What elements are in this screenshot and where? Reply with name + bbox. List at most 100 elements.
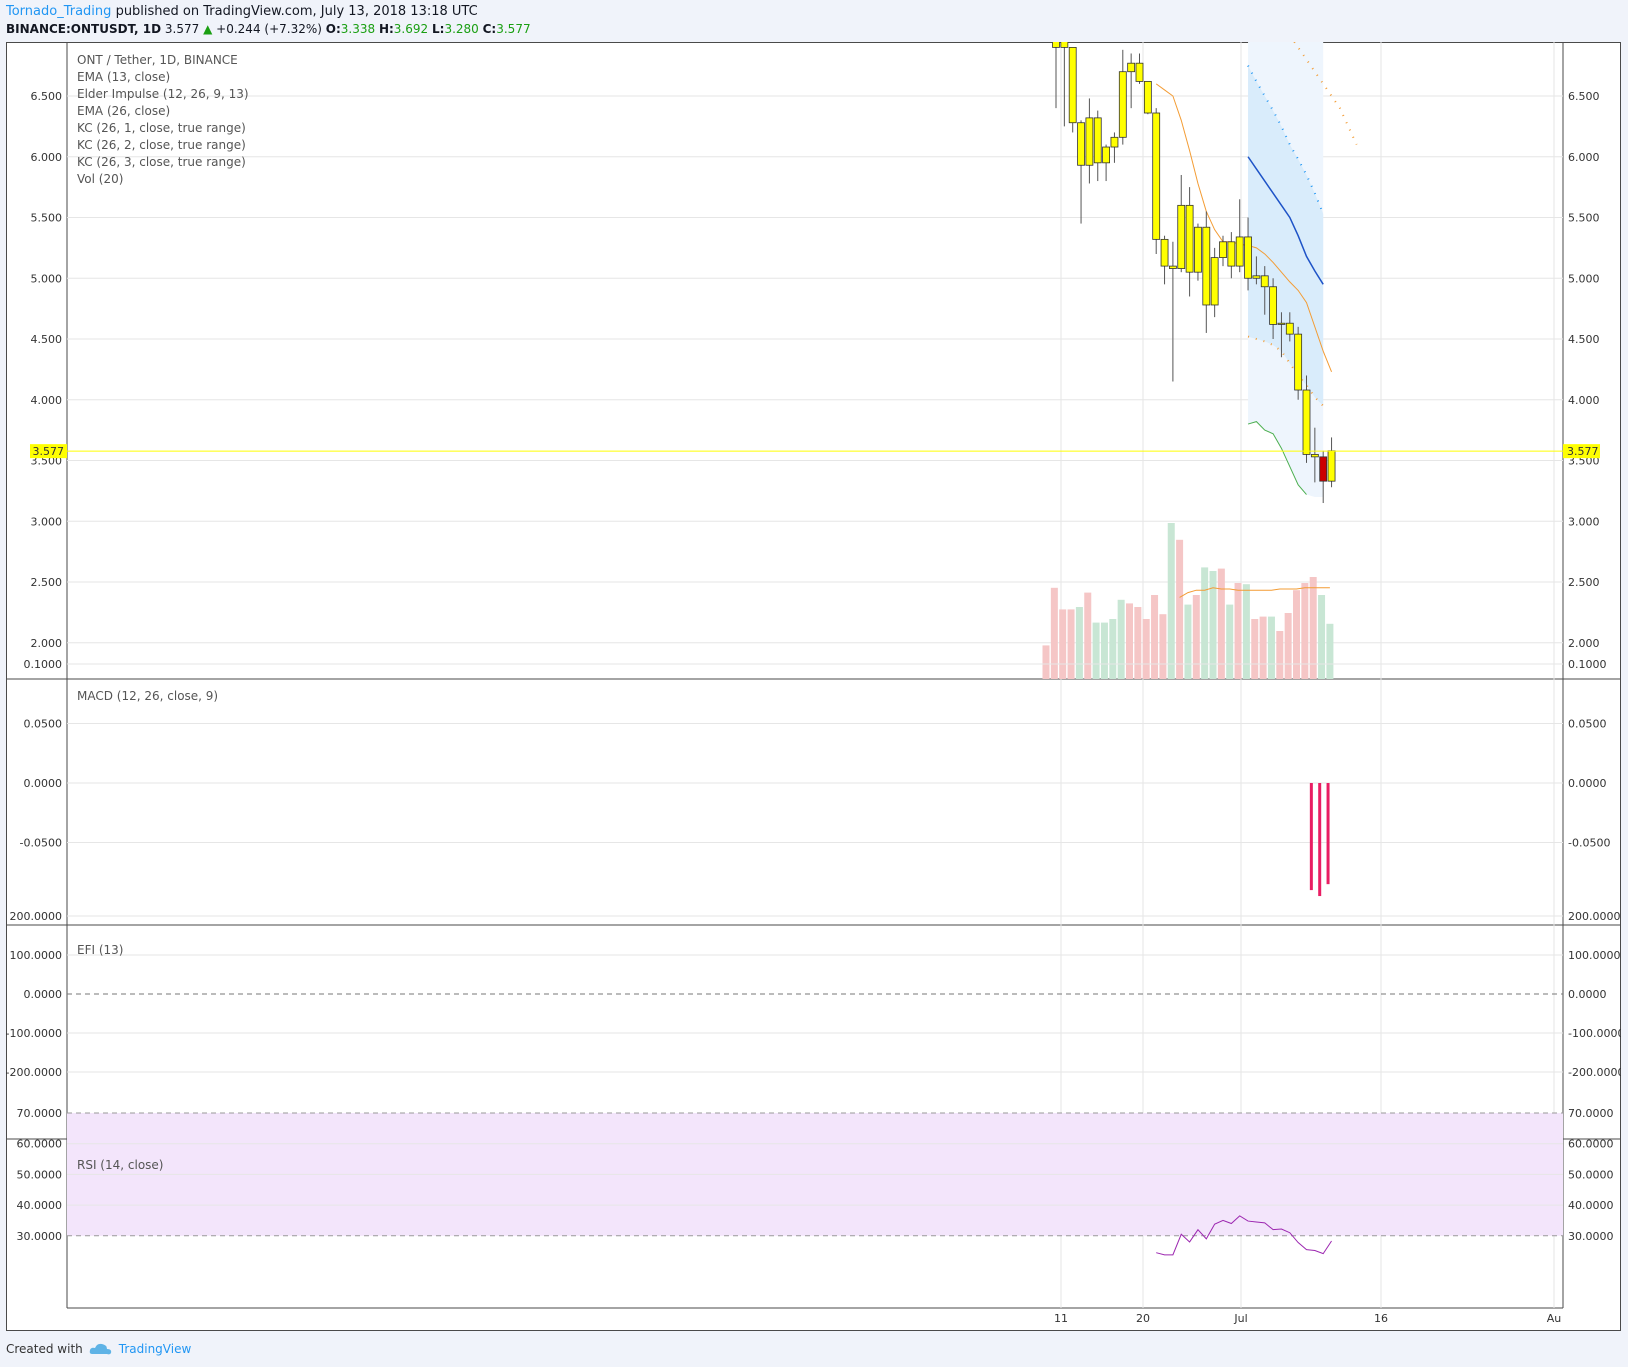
candle-body bbox=[1210, 257, 1219, 306]
rsi-tick-left: 50.0000 bbox=[17, 1168, 63, 1181]
candle-body bbox=[1285, 322, 1294, 335]
volume-bar bbox=[1301, 583, 1309, 679]
price-tick-right: 5.500 bbox=[1568, 212, 1600, 225]
candle-body bbox=[1177, 204, 1186, 269]
volume-bar bbox=[1050, 587, 1058, 679]
symbol: BINANCE:ONTUSDT, 1D bbox=[6, 22, 162, 36]
volume-bar bbox=[1201, 567, 1209, 679]
candle-body bbox=[1127, 62, 1136, 73]
efi-tick-left: 100.0000 bbox=[10, 949, 63, 962]
candle-body bbox=[1060, 42, 1069, 48]
macd-legend[interactable]: MACD (12, 26, close, 9) bbox=[77, 689, 219, 703]
legend-ema26[interactable]: EMA (26, close) bbox=[77, 104, 171, 118]
volume-bar bbox=[1259, 616, 1267, 679]
legend-kc3[interactable]: KC (26, 3, close, true range) bbox=[77, 155, 246, 169]
candle-body bbox=[1077, 122, 1085, 166]
candle-body bbox=[1310, 454, 1319, 458]
price-tick-right: 4.000 bbox=[1568, 394, 1600, 407]
candle-body bbox=[1260, 275, 1269, 288]
volume-bar bbox=[1142, 619, 1150, 679]
rsi-tick-left: 60.0000 bbox=[17, 1138, 63, 1151]
price-change: +0.244 (+7.32%) bbox=[216, 22, 322, 36]
candle-body bbox=[1327, 450, 1336, 482]
efi-legend[interactable]: EFI (13) bbox=[77, 943, 124, 957]
volume-bar bbox=[1267, 616, 1275, 679]
volume-ma-line bbox=[1179, 587, 1330, 598]
candle-body bbox=[1252, 275, 1261, 279]
price-tick-right: 5.000 bbox=[1568, 272, 1600, 285]
high-label: H: bbox=[378, 22, 394, 36]
last-price: 3.577 bbox=[164, 22, 200, 36]
x-tick-label: 11 bbox=[1054, 1312, 1068, 1325]
created-with-text: Created with bbox=[6, 1342, 83, 1356]
efi-tick-right: 200.0000 bbox=[1568, 910, 1621, 923]
publish-line: Tornado_Trading published on TradingView… bbox=[6, 4, 478, 19]
x-tick-label: 16 bbox=[1374, 1312, 1388, 1325]
close-label: C: bbox=[482, 22, 497, 36]
price-tick-right: 6.000 bbox=[1568, 151, 1600, 164]
candle-body bbox=[1169, 265, 1177, 269]
macd-hist-bar bbox=[1318, 783, 1322, 897]
candle-body bbox=[1135, 62, 1144, 82]
candle-body bbox=[1269, 286, 1277, 325]
price-tick-right: 6.500 bbox=[1568, 90, 1600, 103]
candle-body bbox=[1068, 47, 1077, 124]
candle-body bbox=[1227, 241, 1236, 267]
low-value: 3.280 bbox=[444, 22, 479, 36]
symbol-line: BINANCE:ONTUSDT, 1D 3.577 ▲ +0.244 (+7.3… bbox=[6, 22, 531, 36]
volume-bar bbox=[1100, 622, 1108, 679]
price-tick-left: 2.500 bbox=[31, 576, 63, 589]
publish-info: published on TradingView.com, July 13, 2… bbox=[115, 4, 478, 19]
footer: Created with TradingView bbox=[6, 1342, 191, 1356]
legend-kc2[interactable]: KC (26, 2, close, true range) bbox=[77, 138, 246, 152]
volume-bar bbox=[1234, 583, 1242, 679]
price-tick-left: 5.500 bbox=[31, 212, 63, 225]
open-label: O: bbox=[325, 22, 341, 36]
tradingview-cloud-icon bbox=[89, 1343, 111, 1355]
legend-ema13[interactable]: EMA (13, close) bbox=[77, 70, 171, 84]
high-value: 3.692 bbox=[393, 22, 429, 36]
author-link[interactable]: Tornado_Trading bbox=[6, 4, 112, 19]
legend-elder-impulse[interactable]: Elder Impulse (12, 26, 9, 13) bbox=[77, 87, 249, 101]
price-chart[interactable]: 11 20 Jul 16 Au 6.500 6.500 6.000 6.000 5.500 5.50… bbox=[6, 42, 1621, 1331]
last-price-label-left: 3.577 bbox=[33, 445, 65, 458]
volume-bar bbox=[1251, 619, 1259, 679]
volume-bar bbox=[1242, 584, 1250, 679]
macd-tick-right: 0.1000 bbox=[1568, 658, 1607, 671]
open-value: 3.338 bbox=[340, 22, 376, 36]
candle-body bbox=[1319, 456, 1328, 482]
main-legend: ONT / Tether, 1D, BINANCE EMA (13, close… bbox=[77, 52, 249, 188]
candle-body bbox=[1102, 146, 1110, 164]
macd-hist-bar bbox=[1309, 783, 1313, 891]
rsi-tick-right: 60.0000 bbox=[1568, 1138, 1614, 1151]
legend-volume[interactable]: Vol (20) bbox=[77, 172, 124, 186]
rsi-tick-left: 30.0000 bbox=[17, 1230, 63, 1243]
rsi-legend[interactable]: RSI (14, close) bbox=[77, 1158, 164, 1172]
candle-body bbox=[1152, 112, 1161, 240]
volume-bar bbox=[1092, 622, 1100, 679]
rsi-tick-right: 70.0000 bbox=[1568, 1107, 1614, 1120]
volume-bar bbox=[1067, 609, 1075, 679]
price-tick-left: 4.000 bbox=[31, 394, 63, 407]
x-tick-label: Au bbox=[1547, 1312, 1562, 1325]
volume-bar bbox=[1176, 539, 1184, 679]
volume-bar bbox=[1134, 607, 1142, 679]
price-tick-right: 2.000 bbox=[1568, 637, 1600, 650]
efi-tick-right: -100.0000 bbox=[1568, 1027, 1621, 1040]
volume-bar bbox=[1109, 619, 1117, 679]
price-tick-left: 2.000 bbox=[31, 637, 63, 650]
volume-bar bbox=[1159, 614, 1167, 679]
low-label: L: bbox=[431, 22, 445, 36]
candle-body bbox=[1110, 136, 1119, 148]
last-price-tag-right bbox=[1563, 444, 1600, 459]
candle-body bbox=[1093, 117, 1102, 164]
volume-bar bbox=[1276, 631, 1284, 679]
efi-tick-left: -200.0000 bbox=[6, 1066, 62, 1079]
candle-body bbox=[1085, 117, 1094, 166]
legend-kc1[interactable]: KC (26, 1, close, true range) bbox=[77, 121, 246, 135]
candle-body bbox=[1235, 236, 1244, 267]
rsi-tick-right: 40.0000 bbox=[1568, 1199, 1614, 1212]
macd-tick-right: -0.0500 bbox=[1568, 837, 1610, 850]
ema13-line bbox=[1155, 83, 1333, 372]
tradingview-link[interactable]: TradingView bbox=[118, 1342, 192, 1356]
